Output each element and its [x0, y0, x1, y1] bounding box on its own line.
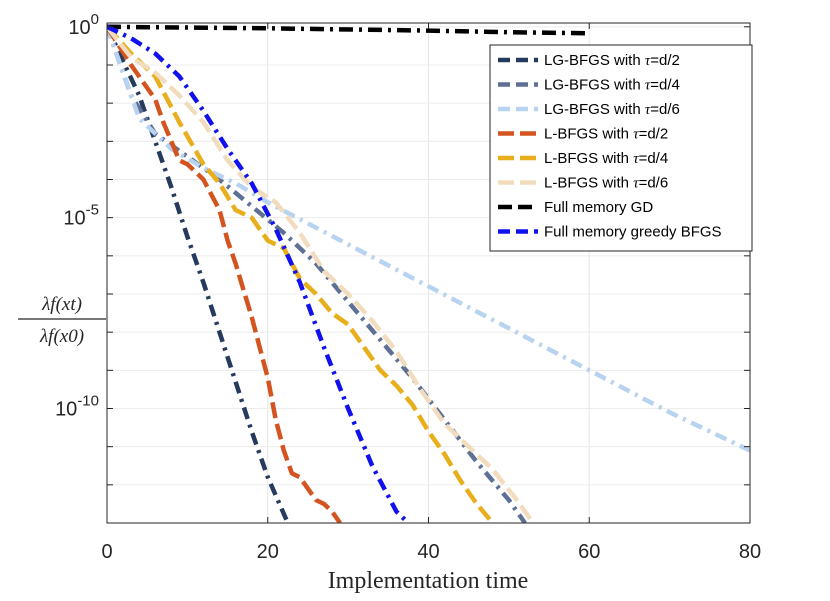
legend-box [489, 44, 753, 252]
series-layer [107, 24, 750, 523]
series-line-8 [107, 24, 410, 523]
series-line-5 [107, 25, 495, 523]
x-axis-label: Implementation time [328, 568, 529, 594]
x-tick-label: 60 [578, 541, 600, 563]
legend-label: LG-BFGS with τ=d/4 [544, 77, 680, 94]
legend: LG-BFGS with τ=d/2 LG-BFGS with τ=d/4 LG-B… [489, 44, 753, 252]
series-line-1 [107, 25, 290, 523]
x-tick-label: 0 [101, 541, 112, 563]
series-line-7 [107, 24, 590, 36]
legend-items: LG-BFGS with τ=d/2 LG-BFGS with τ=d/4 LG-B… [498, 52, 722, 241]
x-tick-labels: 0 20 40 60 80 [101, 541, 761, 563]
legend-label: L-BFGS with τ=d/4 [544, 150, 668, 167]
series-line-6 [107, 25, 535, 523]
legend-label: L-BFGS with τ=d/6 [544, 175, 668, 192]
series-line-4 [107, 25, 342, 523]
legend-label: LG-BFGS with τ=d/2 [544, 52, 680, 69]
y-axis-label-denominator: λf(x0) [39, 326, 84, 347]
series-line-2 [107, 26, 527, 523]
y-tick-labels: 100 10-5 10-10 [55, 11, 99, 421]
y-axis-label-numerator: λf(xt) [41, 294, 82, 315]
series-line-3 [107, 26, 750, 453]
legend-label: Full memory greedy BFGS [544, 224, 722, 241]
y-tick-label: 100 [68, 11, 99, 39]
y-tick-label: 10-10 [55, 392, 99, 420]
legend-label: LG-BFGS with τ=d/6 [544, 101, 680, 118]
legend-label: Full memory GD [544, 199, 653, 216]
x-tick-label: 40 [417, 541, 439, 563]
x-tick-label: 20 [257, 541, 279, 563]
x-tick-label: 80 [739, 541, 761, 563]
legend-label: L-BFGS with τ=d/2 [544, 126, 668, 143]
y-axis-label: λf(xt) λf(x0) [18, 294, 106, 347]
y-tick-label: 10-5 [63, 202, 99, 230]
